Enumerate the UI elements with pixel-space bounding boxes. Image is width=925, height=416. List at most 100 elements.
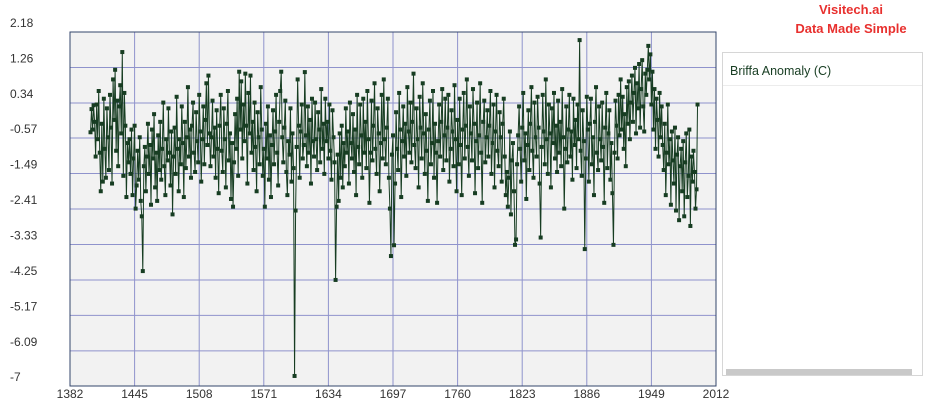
data-point — [228, 196, 233, 201]
data-point — [380, 156, 385, 161]
data-point — [315, 168, 320, 173]
data-point — [613, 98, 618, 103]
data-point — [219, 148, 224, 153]
data-point — [373, 146, 378, 151]
data-point — [527, 168, 532, 173]
data-point — [237, 69, 242, 74]
data-point — [395, 146, 400, 151]
data-point — [152, 112, 157, 117]
x-tick-label: 1949 — [638, 387, 665, 401]
data-point — [581, 139, 586, 144]
data-point — [124, 195, 129, 200]
data-point — [687, 127, 692, 132]
data-point — [166, 106, 171, 111]
brand-tagline: Data Made Simple — [795, 21, 907, 36]
y-tick-label: -3.33 — [10, 228, 38, 242]
data-point — [517, 104, 522, 109]
data-point — [601, 144, 606, 149]
data-point — [476, 166, 481, 171]
data-point — [682, 214, 687, 219]
data-point — [289, 179, 294, 184]
data-point — [463, 123, 468, 128]
data-point — [535, 94, 540, 99]
data-point — [398, 127, 403, 132]
data-point — [131, 156, 136, 161]
data-point — [185, 85, 190, 90]
data-point — [135, 148, 140, 153]
data-point — [625, 121, 630, 126]
data-point — [198, 129, 203, 134]
data-point — [518, 146, 523, 151]
data-point — [88, 130, 93, 135]
data-point — [487, 123, 492, 128]
data-point — [246, 90, 251, 95]
data-point — [159, 177, 164, 182]
data-point — [274, 92, 279, 97]
data-point — [541, 129, 546, 134]
data-point — [258, 85, 263, 90]
data-point — [356, 144, 361, 149]
data-point — [638, 125, 643, 130]
data-point — [590, 135, 595, 140]
data-point — [260, 173, 265, 178]
data-point — [411, 71, 416, 76]
data-point — [311, 139, 316, 144]
data-point — [363, 119, 368, 124]
data-point — [397, 90, 402, 95]
data-point — [474, 139, 479, 144]
data-point — [112, 117, 117, 122]
data-point — [389, 152, 394, 157]
data-point — [341, 141, 346, 146]
data-point — [454, 189, 459, 194]
plot-border — [69, 31, 717, 387]
data-point — [248, 73, 253, 78]
data-point — [628, 100, 633, 105]
data-point — [116, 164, 121, 169]
data-point — [427, 98, 432, 103]
data-point — [672, 125, 677, 130]
data-point — [217, 123, 222, 128]
data-point — [141, 164, 146, 169]
data-point — [95, 137, 100, 142]
data-point — [101, 96, 106, 101]
data-point — [533, 135, 538, 140]
data-point — [203, 117, 208, 122]
data-point — [263, 121, 268, 126]
data-point — [256, 135, 261, 140]
data-point — [362, 150, 367, 155]
data-point — [114, 148, 119, 153]
data-point — [544, 137, 549, 142]
data-point — [100, 179, 105, 184]
data-point — [465, 144, 470, 149]
data-point — [656, 154, 661, 159]
legend-item-briffa-anomaly[interactable]: Briffa Anomaly (C) — [723, 57, 922, 86]
data-point — [111, 77, 116, 82]
data-point — [211, 154, 216, 159]
data-point — [93, 154, 98, 159]
data-point — [139, 214, 144, 219]
data-point — [501, 96, 506, 101]
data-point — [462, 156, 467, 161]
data-point — [401, 104, 406, 109]
data-point — [355, 92, 360, 97]
legend-scrollbar[interactable] — [726, 369, 912, 375]
data-point — [327, 102, 332, 107]
data-point — [394, 110, 399, 115]
data-point — [178, 162, 183, 167]
data-point — [648, 52, 653, 57]
data-point — [646, 43, 651, 48]
data-point — [653, 146, 658, 151]
data-point — [367, 200, 372, 205]
data-point — [446, 92, 451, 97]
data-point — [464, 77, 469, 82]
data-point — [346, 181, 351, 186]
data-point — [123, 123, 128, 128]
data-point — [104, 106, 109, 111]
data-point — [92, 119, 97, 124]
data-point — [120, 50, 125, 55]
data-point — [103, 175, 108, 180]
data-point — [349, 156, 354, 161]
data-point — [675, 152, 680, 157]
data-point — [300, 156, 305, 161]
y-axis-labels: 2.18 1.26 0.34 -0.57 -1.49 -2.41 -3.33 -4.25 -5.… — [10, 16, 38, 384]
